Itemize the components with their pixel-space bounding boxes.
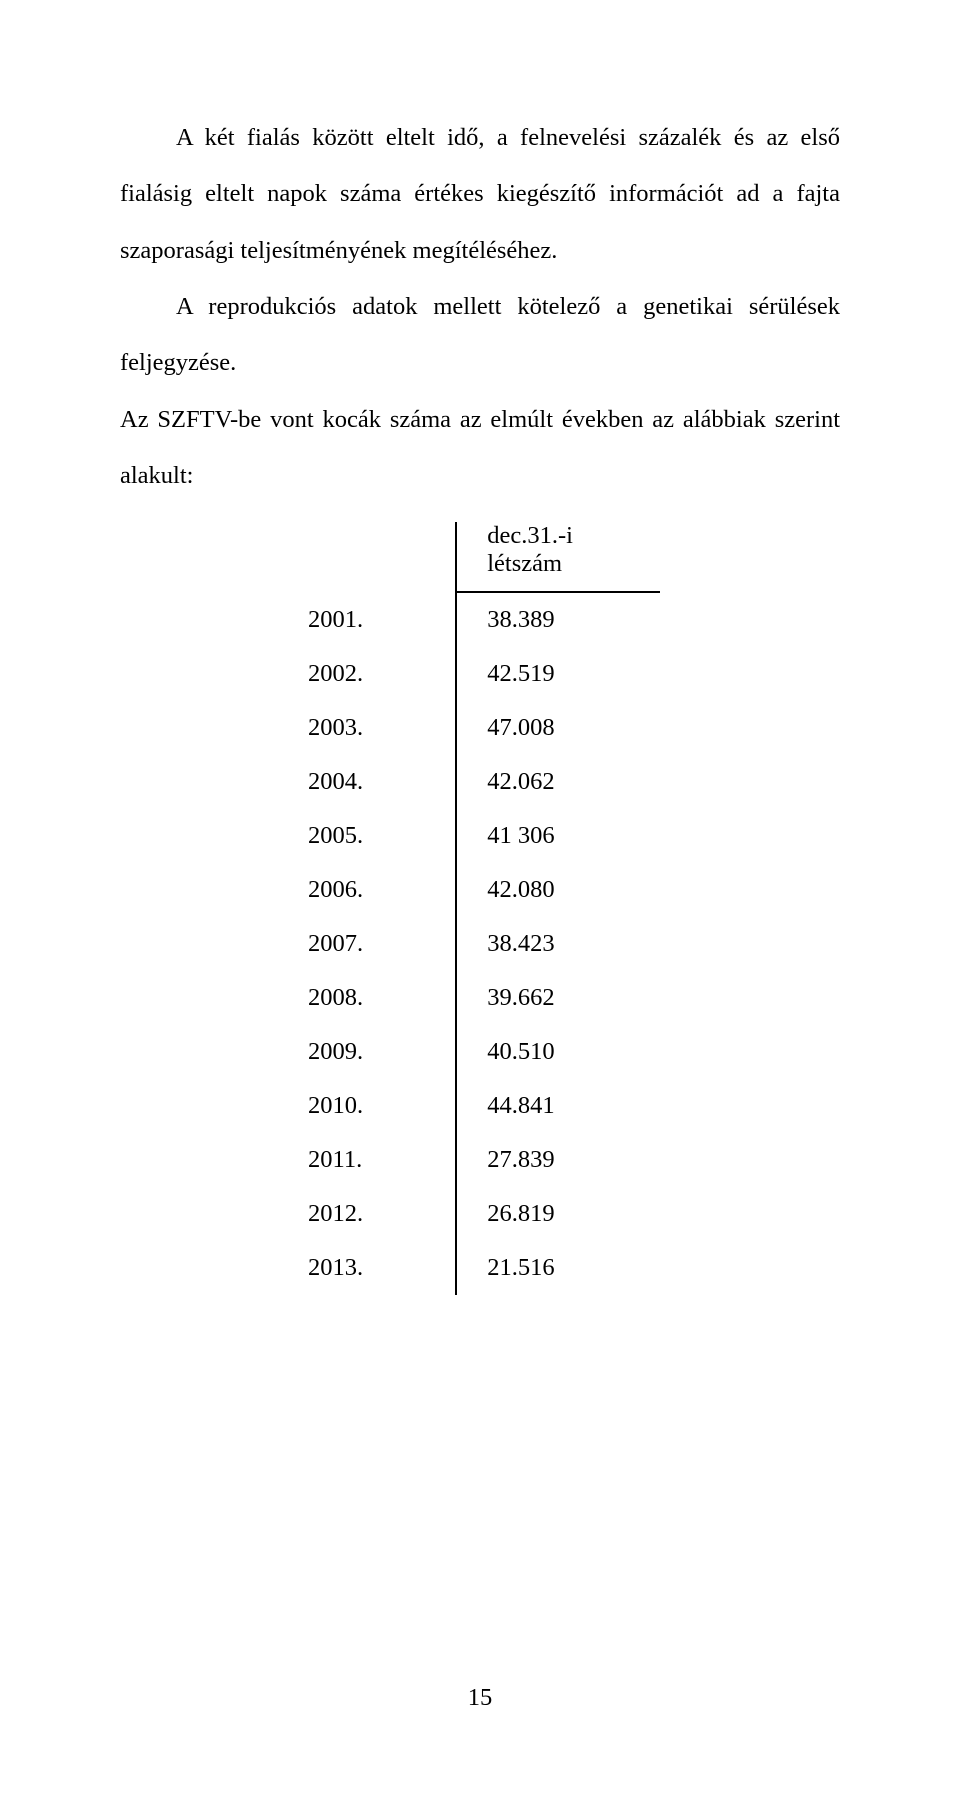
table-cell-value: 26.819 [456, 1187, 660, 1241]
table-row: 2005. 41 306 [300, 809, 660, 863]
table-header-value: dec.31.-i létszám [456, 522, 660, 592]
table-cell-value: 39.662 [456, 971, 660, 1025]
table-row: 2006. 42.080 [300, 863, 660, 917]
page-number: 15 [0, 1684, 960, 1712]
paragraph-3: Az SZFTV-be vont kocák száma az elmúlt é… [120, 392, 840, 505]
data-table: dec.31.-i létszám 2001. 38.389 2002. 42.… [300, 522, 660, 1295]
table-cell-value: 47.008 [456, 701, 660, 755]
data-table-wrap: dec.31.-i létszám 2001. 38.389 2002. 42.… [300, 522, 660, 1295]
table-cell-year: 2004. [300, 755, 456, 809]
table-cell-year: 2009. [300, 1025, 456, 1079]
table-body: 2001. 38.389 2002. 42.519 2003. 47.008 2… [300, 592, 660, 1295]
table-cell-value: 40.510 [456, 1025, 660, 1079]
table-cell-year: 2003. [300, 701, 456, 755]
table-header-empty [300, 522, 456, 592]
table-cell-value: 41 306 [456, 809, 660, 863]
table-cell-year: 2010. [300, 1079, 456, 1133]
table-cell-year: 2006. [300, 863, 456, 917]
table-cell-value: 38.423 [456, 917, 660, 971]
table-row: 2013. 21.516 [300, 1241, 660, 1295]
table-cell-value: 27.839 [456, 1133, 660, 1187]
table-row: 2004. 42.062 [300, 755, 660, 809]
table-cell-year: 2011. [300, 1133, 456, 1187]
table-cell-year: 2007. [300, 917, 456, 971]
page: A két fialás között eltelt idő, a felnev… [0, 0, 960, 1802]
table-row: 2011. 27.839 [300, 1133, 660, 1187]
paragraph-2: A reprodukciós adatok mellett kötelező a… [120, 279, 840, 392]
table-row: 2009. 40.510 [300, 1025, 660, 1079]
table-row: 2003. 47.008 [300, 701, 660, 755]
table-row: 2001. 38.389 [300, 592, 660, 647]
paragraph-1: A két fialás között eltelt idő, a felnev… [120, 110, 840, 279]
table-row: 2010. 44.841 [300, 1079, 660, 1133]
table-cell-value: 42.080 [456, 863, 660, 917]
table-cell-year: 2013. [300, 1241, 456, 1295]
table-cell-value: 38.389 [456, 592, 660, 647]
table-row: 2012. 26.819 [300, 1187, 660, 1241]
table-header-row: dec.31.-i létszám [300, 522, 660, 592]
table-cell-value: 42.519 [456, 647, 660, 701]
table-row: 2008. 39.662 [300, 971, 660, 1025]
table-cell-value: 21.516 [456, 1241, 660, 1295]
table-row: 2002. 42.519 [300, 647, 660, 701]
table-cell-year: 2002. [300, 647, 456, 701]
table-cell-year: 2005. [300, 809, 456, 863]
table-cell-value: 42.062 [456, 755, 660, 809]
table-cell-year: 2008. [300, 971, 456, 1025]
table-row: 2007. 38.423 [300, 917, 660, 971]
table-cell-year: 2001. [300, 592, 456, 647]
table-cell-year: 2012. [300, 1187, 456, 1241]
table-cell-value: 44.841 [456, 1079, 660, 1133]
